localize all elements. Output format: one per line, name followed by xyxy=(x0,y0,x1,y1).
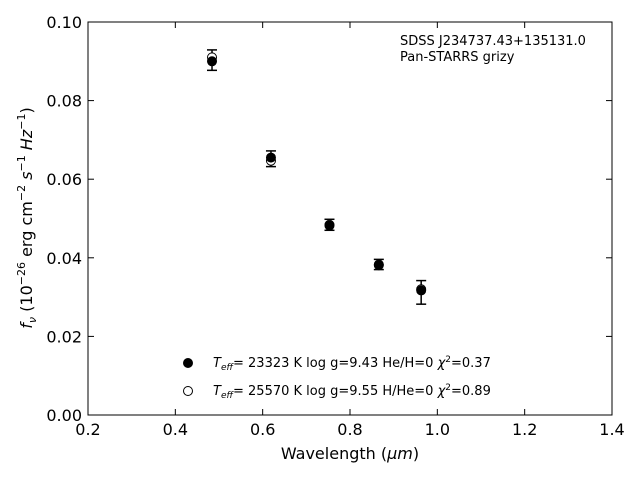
y-tick-label: 0.02 xyxy=(46,327,82,346)
point-filled xyxy=(265,152,276,163)
x-tick-label: 0.6 xyxy=(250,420,275,439)
x-tick-label: 1.4 xyxy=(599,420,624,439)
legend: Teff= 23323 K log g=9.43 He/H=0 χ2=0.37 … xyxy=(183,355,491,401)
y-tick-label: 0.04 xyxy=(46,249,82,268)
point-filled xyxy=(324,220,335,231)
x-tick-label: 0.4 xyxy=(163,420,188,439)
y-tick-labels: 0.00 0.02 0.04 0.06 0.08 0.10 xyxy=(46,13,82,425)
plot-area xyxy=(87,21,613,416)
point-filled xyxy=(373,260,384,271)
data-points xyxy=(207,52,427,296)
x-tick-label: 0.2 xyxy=(75,420,100,439)
x-tick-label: 1.2 xyxy=(512,420,537,439)
point-filled xyxy=(207,56,218,67)
x-tick-label: 1.0 xyxy=(425,420,450,439)
annotation-line-1: SDSS J234737.43+135131.0 xyxy=(400,34,586,49)
x-tick-label: 0.8 xyxy=(337,420,362,439)
y-tick-label: 0.06 xyxy=(46,170,82,189)
legend-label-1: Teff= 23323 K log g=9.43 He/H=0 χ2=0.37 xyxy=(213,355,491,373)
legend-label-2: Teff= 25570 K log g=9.55 H/He=0 χ2=0.89 xyxy=(213,383,491,401)
legend-marker-filled xyxy=(183,358,193,368)
axis-ticks xyxy=(87,21,613,416)
legend-marker-open xyxy=(183,386,193,396)
y-axis-title: fν (10−26 erg cm−2 s−1 Hz−1) xyxy=(15,107,39,328)
y-tick-label: 0.00 xyxy=(46,406,82,425)
x-axis-title: Wavelength (μm) xyxy=(281,444,419,463)
point-filled xyxy=(416,285,427,296)
annotation-line-2: Pan-STARRS grizy xyxy=(400,50,515,65)
y-tick-label: 0.08 xyxy=(46,92,82,111)
y-tick-label: 0.10 xyxy=(46,13,82,32)
x-tick-labels: 0.2 0.4 0.6 0.8 1.0 1.2 1.4 xyxy=(75,420,624,439)
